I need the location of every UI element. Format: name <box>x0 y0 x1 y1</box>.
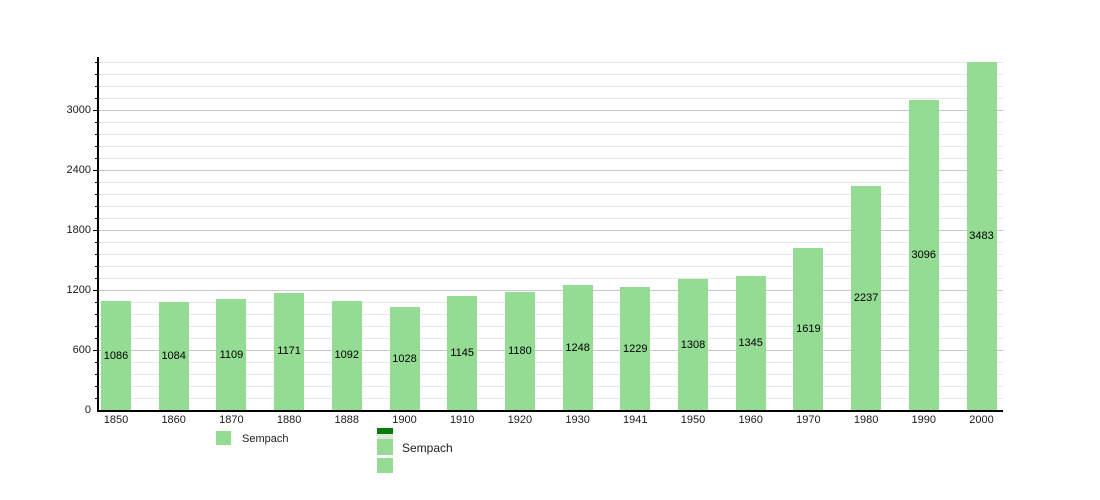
gridline-minor <box>99 122 1003 123</box>
x-axis-label: 1960 <box>738 414 763 426</box>
gridline-minor <box>99 194 1003 195</box>
y-axis-tick <box>93 170 99 171</box>
bar <box>908 100 939 410</box>
bar-value-label: 1345 <box>738 336 763 349</box>
y-axis-label: 3000 <box>66 104 91 116</box>
gridline-minor <box>99 278 1003 279</box>
gridline-minor <box>99 386 1003 387</box>
bar <box>620 287 651 410</box>
legend-swatch-pale-bar <box>377 434 393 439</box>
y-axis-tick <box>93 110 99 111</box>
x-axis-label: 1980 <box>853 414 879 426</box>
bar <box>389 307 420 410</box>
x-axis-label: 1880 <box>276 414 302 426</box>
bar <box>851 186 882 410</box>
bar-value-label: 1308 <box>680 338 706 351</box>
x-axis-label: 2000 <box>969 414 994 426</box>
bar <box>793 248 824 410</box>
bar-value-label: 1229 <box>623 342 648 355</box>
bar-value-label: 1145 <box>450 346 475 359</box>
gridline-minor <box>99 146 1003 147</box>
gridline-minor <box>99 86 1003 87</box>
x-axis-label: 1860 <box>161 414 186 426</box>
gridline-minor <box>99 254 1003 255</box>
y-axis-tick <box>93 230 99 231</box>
legend-label-sempach-2: Sempach <box>402 441 453 455</box>
bar-value-label: 1171 <box>277 345 301 358</box>
bar-value-label: 3096 <box>911 249 937 262</box>
gridline-major <box>99 110 1003 111</box>
gridline-minor <box>99 158 1003 159</box>
bar <box>562 285 593 410</box>
y-axis-tick <box>93 350 99 351</box>
gridline-major <box>99 230 1003 231</box>
x-axis-label: 1900 <box>392 414 417 426</box>
y-axis-line <box>97 57 99 412</box>
gridline-minor <box>99 302 1003 303</box>
gridline-minor <box>99 62 1003 63</box>
y-axis-label: 1800 <box>66 224 91 236</box>
y-axis-label: 600 <box>72 344 91 356</box>
y-axis-label: 2400 <box>66 164 91 176</box>
gridline-minor <box>99 314 1003 315</box>
legend-swatch-green-square <box>377 439 393 455</box>
gridline-minor <box>99 326 1003 327</box>
bar <box>274 292 305 410</box>
bar-value-label: 1084 <box>161 349 186 362</box>
bar <box>735 275 766 410</box>
bar <box>966 61 997 410</box>
x-axis-label: 1970 <box>796 414 821 426</box>
gridline-minor <box>99 182 1003 183</box>
bar <box>216 299 247 410</box>
bar <box>158 301 189 410</box>
gridline-minor <box>99 398 1003 399</box>
x-axis-label: 1930 <box>565 414 590 426</box>
bar <box>678 279 708 410</box>
x-axis-line <box>97 410 1003 412</box>
bar <box>101 301 131 410</box>
bar-value-label: 1092 <box>334 349 360 362</box>
gridline-minor <box>99 374 1003 375</box>
x-axis-label: 1990 <box>911 414 937 426</box>
gridline-minor <box>99 266 1003 267</box>
bar-value-label: 1109 <box>219 348 244 361</box>
bar <box>331 300 362 410</box>
gridline-major <box>99 350 1003 351</box>
legend-swatch-green-square-2 <box>377 458 393 473</box>
y-axis-tick <box>93 290 99 291</box>
bar-value-label: 1086 <box>103 349 129 362</box>
gridline-minor <box>99 218 1003 219</box>
x-axis-label: 1910 <box>449 414 475 426</box>
x-axis-label: 1950 <box>680 414 706 426</box>
y-axis-label: 1200 <box>66 284 91 296</box>
gridline-minor <box>99 98 1003 99</box>
legend-swatch-dark-green-bar <box>377 428 393 434</box>
x-axis-label: 1920 <box>507 414 533 426</box>
bar-value-label: 3483 <box>969 229 994 242</box>
gridline-major <box>99 170 1003 171</box>
bar <box>447 295 478 410</box>
gridline-major <box>99 290 1003 291</box>
gridline-minor <box>99 206 1003 207</box>
x-axis-label: 1850 <box>103 414 129 426</box>
legend-label-sempach: Sempach <box>242 433 289 445</box>
legend-swatch-sempach <box>216 431 231 445</box>
x-axis-label: 1888 <box>334 414 360 426</box>
y-axis-label: 0 <box>84 404 91 416</box>
gridline-minor <box>99 338 1003 339</box>
bar-value-label: 1248 <box>565 341 590 354</box>
bar-value-label: 1180 <box>508 345 532 357</box>
gridline-minor <box>99 362 1003 363</box>
gridline-minor <box>99 74 1003 75</box>
bar-value-label: 1028 <box>392 352 417 365</box>
gridline-minor <box>99 242 1003 243</box>
x-axis-label: 1941 <box>623 414 648 426</box>
bar <box>504 292 535 410</box>
x-axis-label: 1870 <box>219 414 244 426</box>
bar-value-label: 1619 <box>796 323 821 336</box>
bar-value-label: 2237 <box>853 292 879 305</box>
gridline-minor <box>99 134 1003 135</box>
